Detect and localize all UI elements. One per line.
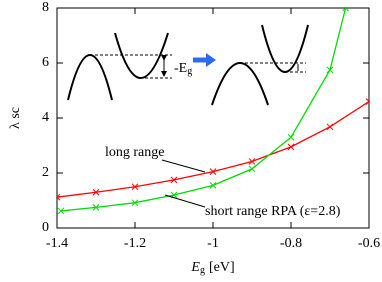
point	[326, 66, 334, 74]
y-tick-label: 4	[42, 110, 49, 125]
legend-leader	[161, 159, 206, 173]
series-line	[60, 8, 347, 212]
point	[287, 143, 295, 151]
legend-label: short range RPA (ε=2.8)	[205, 204, 341, 219]
point	[326, 123, 334, 131]
plot-frame	[56, 7, 370, 229]
x-tick-label: -1.2	[124, 236, 146, 251]
x-tick-label: -0.8	[280, 236, 302, 251]
point	[57, 207, 65, 215]
point	[57, 193, 61, 201]
x-tick-label: -1	[207, 236, 219, 251]
point	[209, 168, 217, 175]
point	[131, 199, 139, 207]
point	[365, 98, 369, 105]
legend-label: long range	[105, 145, 164, 160]
y-tick-label: 0	[42, 220, 49, 235]
point	[92, 204, 100, 211]
point	[170, 176, 178, 184]
point	[248, 165, 256, 173]
point	[287, 133, 295, 141]
point	[248, 158, 256, 165]
point	[92, 188, 100, 196]
point	[209, 182, 217, 189]
series-line	[57, 100, 369, 198]
legend-leader	[164, 194, 206, 208]
x-tick-label: -0.6	[358, 236, 380, 251]
point	[131, 183, 139, 191]
x-tick-label: -1.4	[46, 236, 68, 251]
inset	[67, 24, 309, 106]
y-axis-label: λ sc	[8, 107, 23, 129]
y-tick-label: 6	[42, 55, 49, 70]
x-axis-label: Eg [eV]	[190, 260, 234, 276]
inset-label: -Eg	[174, 61, 192, 77]
y-tick-label: 8	[42, 0, 49, 15]
point	[342, 8, 349, 12]
y-tick-label: 2	[42, 165, 49, 180]
